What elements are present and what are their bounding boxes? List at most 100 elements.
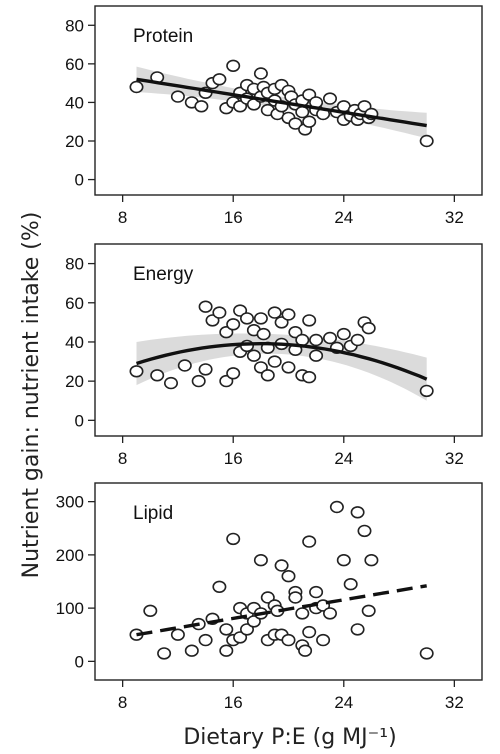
panel-lipid-data-point	[295, 607, 310, 620]
panel-lipid-data-point	[157, 647, 172, 660]
panel-lipid-data-point	[302, 535, 317, 548]
panel-protein-y-tick-label: 20	[65, 132, 84, 151]
panel-energy-x-tick-label: 32	[445, 449, 464, 468]
panel-energy-x-tick-label: 24	[334, 449, 353, 468]
panel-energy-y-tick-label: 0	[75, 411, 84, 430]
panel-lipid-data-point	[260, 591, 275, 604]
panel-lipid-data-point	[253, 553, 268, 567]
panel-energy-data-point	[198, 363, 213, 376]
panel-protein-y-tick-label: 80	[65, 16, 84, 35]
panel-lipid-data-point	[361, 604, 376, 617]
panel-lipid-data-point	[281, 569, 296, 583]
panel-protein-x-tick-label: 32	[445, 208, 464, 227]
panel-lipid-data-point	[316, 633, 331, 647]
panel-lipid-data-point	[143, 604, 158, 617]
panel-energy-data-point	[361, 322, 376, 335]
panel-lipid-data-point	[357, 524, 372, 538]
panel-lipid: 8 16 24 32 0 100 200 300 Lipid	[56, 482, 483, 712]
panel-lipid-title: Lipid	[133, 503, 173, 524]
panel-lipid-data-point	[226, 532, 241, 546]
panel-energy-fit-line	[136, 342, 428, 381]
panel-protein-y-tick-label: 0	[75, 171, 84, 190]
panel-energy-y-tick-label: 80	[65, 255, 84, 274]
panel-energy-data-point	[260, 369, 275, 382]
panel-energy-data-point	[336, 327, 351, 341]
panel-energy-y-tick-label: 20	[65, 372, 84, 391]
panel-lipid-data-point	[212, 580, 227, 593]
panel-lipid-data-point	[419, 647, 434, 660]
panel-lipid-x-tick-label: 24	[334, 693, 353, 712]
panel-lipid-data-point	[336, 553, 351, 567]
panel-energy-data-point	[191, 374, 206, 388]
panel-protein-y-tick-label: 40	[65, 93, 84, 112]
panel-protein-data-point	[288, 117, 303, 130]
panel-energy-data-point	[198, 300, 213, 313]
panel-energy-data-point	[246, 349, 261, 362]
panel-energy-data-point	[281, 361, 296, 374]
panel-energy-frame	[94, 243, 483, 437]
panel-energy: 8 16 24 32 0 20 40 60 80 Energy	[65, 243, 483, 468]
panel-lipid-data-point	[350, 506, 365, 519]
panel-protein-x-tick-label: 8	[118, 208, 127, 227]
panel-energy-data-point	[240, 312, 255, 325]
panel-protein-data-point	[295, 105, 310, 119]
panel-energy-x-tick-label: 16	[224, 449, 243, 468]
panel-protein-title: Protein	[133, 26, 193, 47]
panel-protein-data-point	[419, 134, 434, 148]
panel-lipid-data-point	[198, 633, 213, 647]
panel-energy-data-point	[150, 369, 165, 382]
panel-protein-data-point	[170, 90, 185, 103]
panel-lipid-frame	[94, 482, 483, 681]
panel-protein-data-point	[253, 67, 268, 80]
panel-protein-data-point	[302, 115, 317, 128]
panel-energy-data-point	[267, 355, 282, 368]
panel-protein-x-tick-label: 16	[224, 208, 243, 227]
panel-lipid-data-point	[281, 633, 296, 647]
panel-energy-data-point	[226, 318, 241, 331]
panel-protein-data-point	[226, 59, 241, 73]
panel-energy-data-point	[350, 333, 365, 347]
panel-protein-data-point	[129, 80, 144, 94]
panel-lipid-x-tick-label: 32	[445, 693, 464, 712]
panel-lipid-x-tick-label: 8	[118, 693, 127, 712]
panel-energy-data-point	[177, 359, 192, 372]
panel-lipid-data-point	[298, 644, 313, 657]
panel-lipid-y-tick-label: 0	[75, 652, 84, 671]
panel-protein-x-tick-label: 24	[334, 208, 353, 227]
panel-protein-fit-line	[136, 77, 427, 128]
panel-lipid-data-point	[219, 644, 234, 657]
panel-energy-y-tick-label: 40	[65, 333, 84, 352]
panel-lipid-data-point	[233, 631, 248, 644]
y-axis-label: Nutrient gain: nutrient intake (%)	[19, 212, 44, 579]
panel-energy-data-point	[281, 308, 296, 321]
panel-lipid-y-tick-label: 100	[56, 599, 84, 618]
panel-energy-data-point	[309, 333, 324, 347]
panel-energy-data-point	[419, 384, 434, 398]
panel-energy-data-point	[212, 306, 227, 319]
panel-energy-data-point	[256, 327, 271, 341]
panel-energy-data-point	[302, 371, 317, 384]
panel-lipid-y-tick-label: 300	[56, 493, 84, 512]
panel-energy-data-point	[240, 339, 255, 353]
panel-lipid-data-point	[274, 559, 289, 572]
panel-lipid-data-point	[240, 623, 255, 636]
panel-lipid-data-point	[302, 625, 317, 639]
panel-protein-data-point	[212, 73, 227, 86]
panel-lipid-data-point	[288, 591, 303, 604]
panel-energy-data-point	[129, 365, 144, 378]
panel-lipid-x-tick-label: 16	[224, 693, 243, 712]
panel-energy-data-point	[309, 349, 324, 362]
panel-energy-data-point	[302, 314, 317, 327]
panel-lipid-data-point	[322, 607, 337, 620]
panel-energy-data-point	[164, 376, 179, 390]
panel-lipid-data-point	[343, 577, 358, 591]
panel-lipid-y-tick-label: 200	[56, 546, 84, 565]
panel-lipid-data-point	[350, 623, 365, 636]
panel-energy-x-tick-label: 8	[118, 449, 127, 468]
panel-lipid-data-point	[364, 553, 379, 567]
panel-energy-data-point	[322, 331, 337, 345]
panel-lipid-data-point	[184, 644, 199, 657]
panel-energy-data-point	[253, 312, 268, 325]
panel-energy-y-tick-label: 60	[65, 294, 84, 313]
